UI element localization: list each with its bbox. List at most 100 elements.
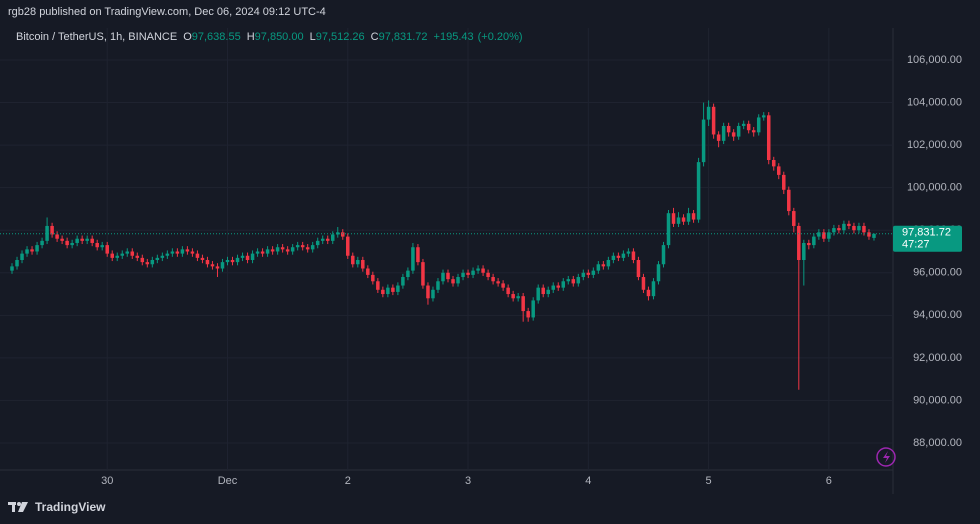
candle-body bbox=[601, 264, 606, 267]
candle-body bbox=[411, 247, 415, 271]
legend-key: O bbox=[183, 31, 192, 43]
candle-body bbox=[381, 289, 385, 295]
candle-body bbox=[25, 249, 29, 254]
candle-body bbox=[867, 232, 871, 237]
candle-body bbox=[481, 268, 485, 273]
candle-body bbox=[842, 223, 846, 231]
y-tick-label: 90,000.00 bbox=[913, 394, 962, 406]
candle-body bbox=[581, 272, 586, 278]
candle-body bbox=[205, 260, 210, 265]
candle-body bbox=[621, 253, 626, 258]
candle-body bbox=[656, 264, 661, 282]
candle-body bbox=[661, 245, 666, 265]
candle-body bbox=[130, 251, 135, 256]
candle-body bbox=[260, 251, 265, 254]
candle-body bbox=[190, 251, 195, 254]
candle-body bbox=[165, 253, 170, 256]
candle-body bbox=[105, 245, 109, 254]
candle-body bbox=[761, 115, 766, 118]
candle-body bbox=[491, 277, 495, 282]
candle-body bbox=[646, 289, 651, 297]
candle-body bbox=[125, 251, 130, 254]
candle-body bbox=[576, 277, 581, 284]
candle-body bbox=[325, 238, 330, 241]
candle-body bbox=[80, 238, 84, 241]
candle-body bbox=[441, 272, 445, 282]
candle-body bbox=[371, 274, 375, 282]
labels: 88,000.00 90,000.00 92,000.00 94,000.00 96,0… bbox=[101, 54, 962, 487]
candle-body bbox=[285, 249, 290, 252]
candle-body bbox=[145, 262, 150, 265]
y-tick-label: 88,000.00 bbox=[913, 437, 962, 449]
candle-body bbox=[60, 238, 64, 241]
legend-key: H bbox=[246, 31, 255, 43]
legend-key: C bbox=[370, 31, 379, 43]
candle-body bbox=[305, 247, 310, 250]
candle-body bbox=[175, 251, 180, 254]
candle-body bbox=[295, 245, 300, 248]
candle-body bbox=[436, 281, 440, 290]
brand: TradingView bbox=[35, 500, 106, 514]
candle-body bbox=[807, 242, 811, 246]
candle-body bbox=[406, 270, 410, 278]
alert-icon[interactable] bbox=[876, 447, 896, 467]
legend-value: 97,512.26 bbox=[315, 31, 365, 43]
candle-body bbox=[626, 251, 631, 254]
candle-body bbox=[837, 228, 841, 231]
candle-body bbox=[501, 283, 505, 288]
last-price-box bbox=[893, 225, 962, 252]
candle-body bbox=[351, 255, 355, 265]
candle-body bbox=[812, 236, 816, 246]
candle-body bbox=[140, 257, 145, 263]
candle-body bbox=[401, 277, 405, 286]
candle-body bbox=[20, 253, 24, 260]
candle-body bbox=[376, 281, 380, 290]
candle-body bbox=[361, 260, 365, 269]
candle-body bbox=[50, 225, 54, 235]
candle-body bbox=[606, 260, 611, 267]
candle-body bbox=[756, 117, 761, 133]
candle-body bbox=[686, 213, 691, 222]
candle-body bbox=[265, 249, 270, 254]
candle-body bbox=[631, 251, 636, 260]
candle-body bbox=[426, 285, 430, 299]
candle-body bbox=[671, 213, 676, 224]
last-price-label: 97,831.72 bbox=[902, 227, 951, 239]
candle-body bbox=[135, 255, 140, 258]
candle-body bbox=[160, 255, 165, 258]
candle-body bbox=[857, 225, 861, 231]
candle-body bbox=[526, 311, 530, 318]
legend-value: 97,831.72 bbox=[378, 31, 428, 43]
candle-body bbox=[822, 232, 826, 239]
candle-body bbox=[15, 260, 19, 267]
candle-body bbox=[872, 233, 876, 238]
y-tick-label: 94,000.00 bbox=[913, 309, 962, 321]
candle-body bbox=[315, 240, 320, 246]
x-tick-label: 6 bbox=[826, 475, 832, 487]
candle-body bbox=[711, 106, 716, 135]
candle-body bbox=[681, 217, 686, 222]
candle-body bbox=[245, 255, 250, 260]
candle-body bbox=[416, 247, 420, 263]
candle-body bbox=[496, 281, 500, 284]
candle-body bbox=[356, 260, 360, 265]
candle-body bbox=[195, 253, 200, 258]
candles bbox=[0, 100, 893, 390]
candle-body bbox=[275, 247, 280, 252]
candle-body bbox=[240, 255, 245, 258]
countdown: 47:27 bbox=[902, 239, 930, 251]
candle-body bbox=[792, 211, 796, 226]
candle-body bbox=[55, 234, 59, 239]
candle-body bbox=[852, 225, 856, 231]
candle-body bbox=[421, 262, 425, 286]
candle-body bbox=[456, 277, 460, 284]
candle-body bbox=[185, 249, 190, 252]
candle-body bbox=[70, 242, 74, 246]
candle-body bbox=[300, 245, 305, 248]
candle-body bbox=[75, 238, 79, 243]
alert-icon-bolt bbox=[883, 451, 890, 463]
candle-body bbox=[616, 255, 621, 258]
legend-value: 97,638.55 bbox=[191, 31, 241, 43]
